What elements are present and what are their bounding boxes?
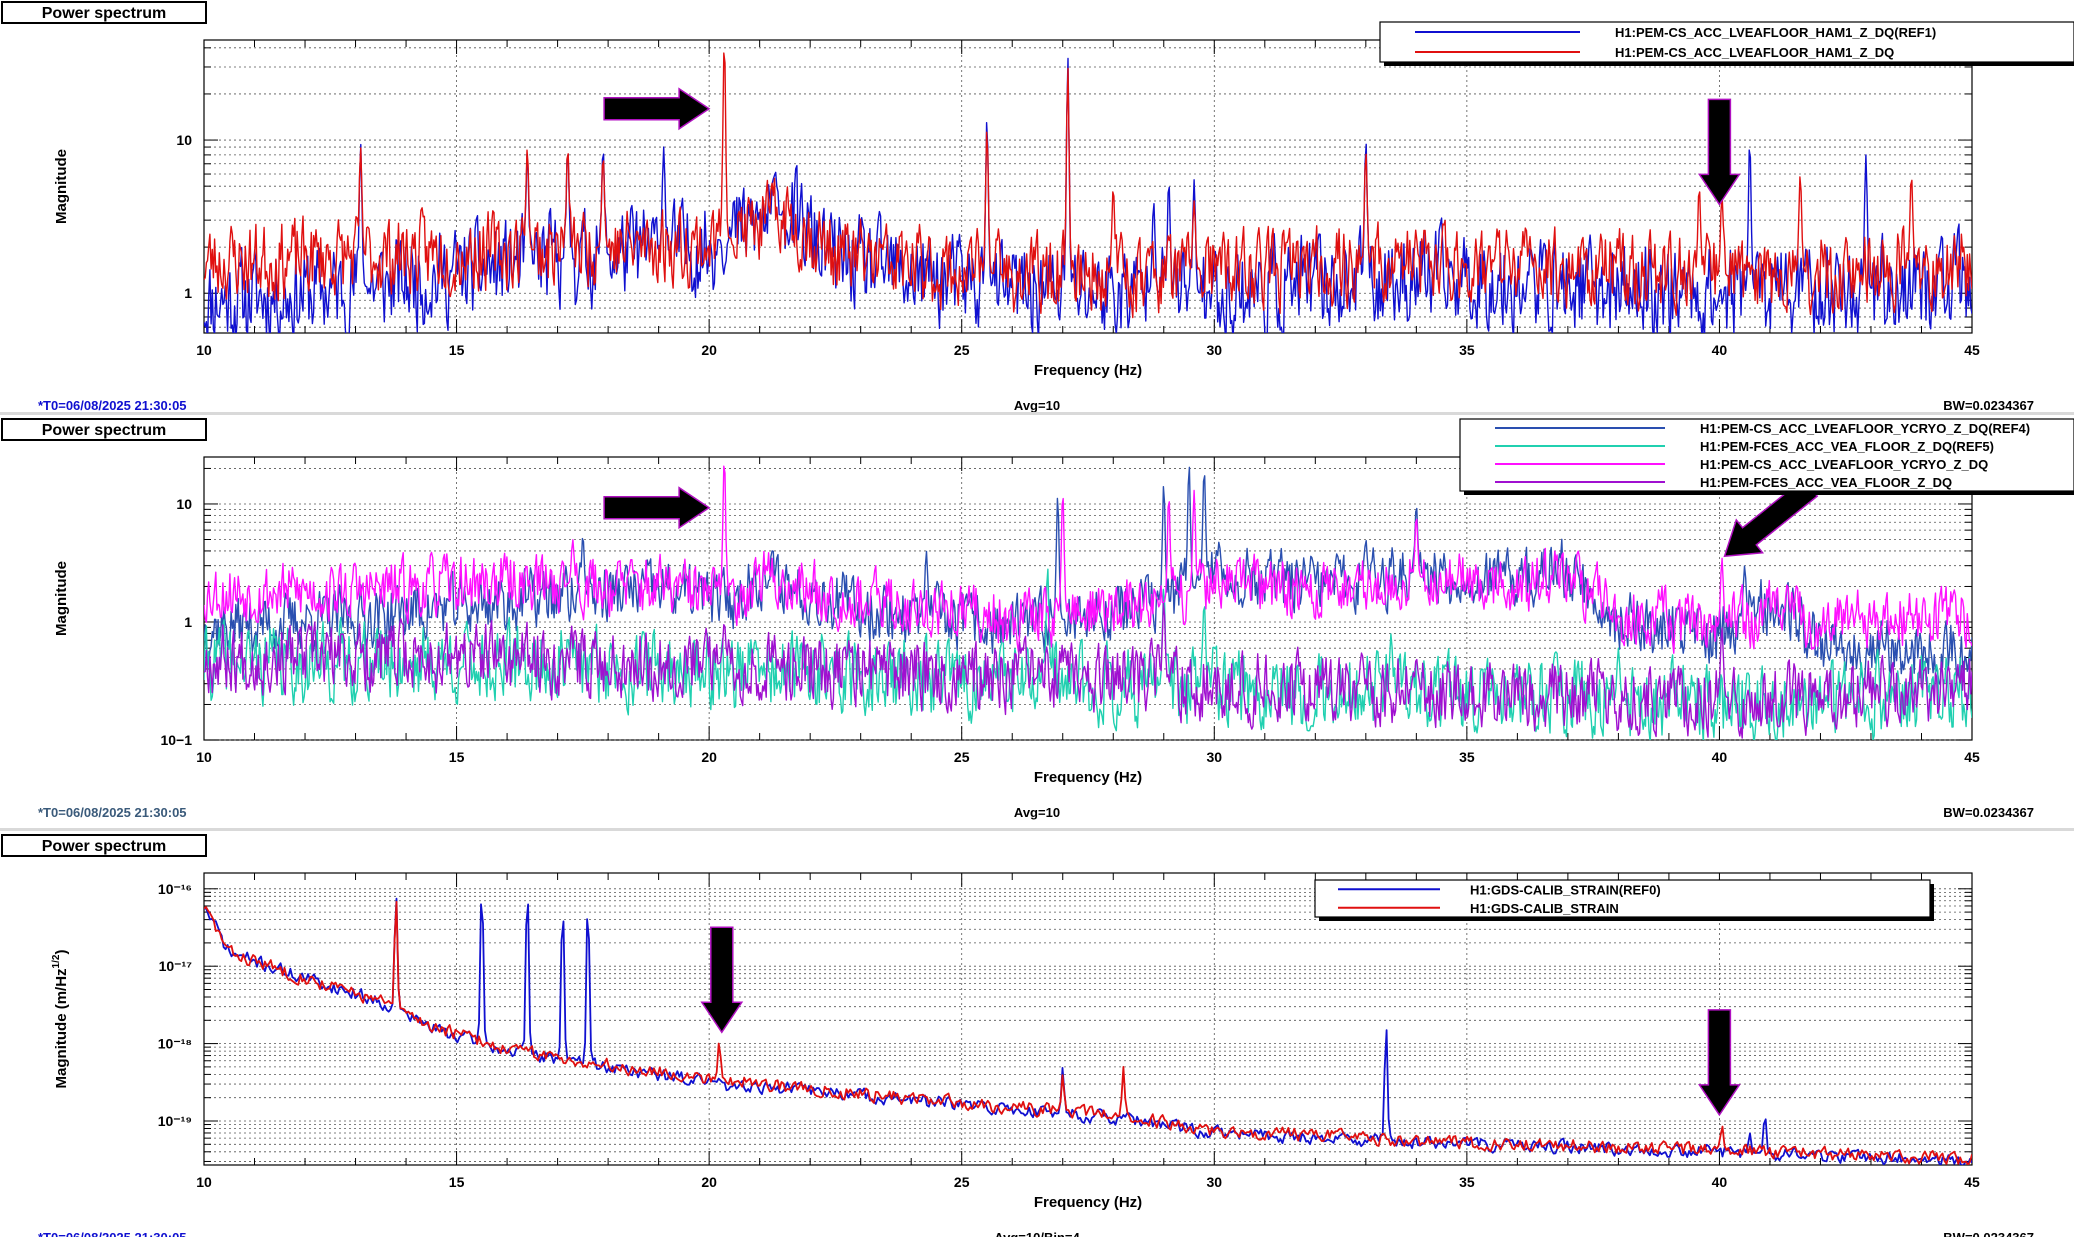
y-axis-label-main: Magnitude (m/Hz: [53, 968, 70, 1088]
x-axis-label: Frequency (Hz): [1034, 769, 1142, 786]
arrow-20hz: [603, 87, 711, 131]
footer-t0: *T0=06/08/2025 21:30:05: [38, 805, 187, 820]
x-tick-label: 10: [196, 1174, 212, 1190]
y-tick-label: 10: [176, 496, 192, 512]
legend-label: H1:PEM-CS_ACC_LVEAFLOOR_YCRYO_Z_DQ: [1700, 457, 1988, 472]
x-tick-label: 45: [1964, 1174, 1980, 1190]
x-tick-label: 15: [449, 342, 465, 358]
series-line-1: [204, 897, 1972, 1165]
x-tick-label: 30: [1206, 342, 1222, 358]
y-axis-label-tail: ): [53, 950, 70, 955]
x-tick-label: 20: [701, 1174, 717, 1190]
y-tick-label: 10⁻¹⁹: [158, 1113, 192, 1129]
spectrum-panel-3: Power spectrum 10 15 20 25 30 35 40 45 10⁻¹⁶ 10⁻¹⁷…: [0, 828, 2074, 1237]
x-tick-label: 20: [701, 749, 717, 765]
y-tick-label: 10⁻¹⁷: [159, 958, 193, 974]
y-tick-label: 1: [184, 285, 192, 301]
legend-label: H1:PEM-CS_ACC_LVEAFLOOR_HAM1_Z_DQ(REF1): [1615, 25, 1936, 40]
legend-label: H1:PEM-CS_ACC_LVEAFLOOR_YCRYO_Z_DQ(REF4): [1700, 421, 2030, 436]
x-tick-label: 45: [1964, 749, 1980, 765]
footer-avg: Avg=10: [1014, 805, 1060, 820]
y-axis-label-main: Magnitude: [53, 149, 70, 224]
y-axis-label-main: Magnitude: [53, 561, 70, 636]
x-tick-label: 25: [954, 1174, 970, 1190]
arrow-40hz: [1697, 98, 1741, 206]
x-tick-label: 40: [1712, 342, 1728, 358]
x-tick-label: 40: [1712, 749, 1728, 765]
x-axis-label: Frequency (Hz): [1034, 1194, 1142, 1211]
plot-area: [203, 872, 1973, 1166]
tab-label: Power spectrum: [42, 838, 166, 855]
arrow-40hz: [1697, 1009, 1741, 1117]
x-tick-label: 35: [1459, 342, 1475, 358]
y-axis-label-sup: 1/2: [51, 954, 62, 968]
y-tick-label: 10: [176, 132, 192, 148]
arrow-20hz: [700, 926, 744, 1034]
legend-label: H1:GDS-CALIB_STRAIN: [1470, 901, 1619, 916]
legend-label: H1:PEM-CS_ACC_LVEAFLOOR_HAM1_Z_DQ: [1615, 45, 1894, 60]
series-line-3: [204, 465, 1972, 654]
spectrum-panel-1: Power spectrum 10 15 20 25 30 35 40 45 1 10 Frequen…: [1, 1, 2074, 413]
panel-separator: [0, 828, 2074, 831]
footer-t0: *T0=06/08/2025 21:30:05: [38, 1230, 187, 1237]
series-line-2: [204, 900, 1972, 1165]
tab-label: Power spectrum: [42, 5, 166, 22]
arrow-20hz: [603, 486, 711, 530]
panel-tab: Power spectrum: [1, 1, 207, 24]
x-tick-label: 35: [1459, 1174, 1475, 1190]
footer-avg: Avg=10: [1014, 398, 1060, 413]
x-tick-label: 30: [1206, 749, 1222, 765]
x-tick-label: 10: [196, 749, 212, 765]
legend-box: [1314, 879, 1931, 918]
x-tick-label: 10: [196, 342, 212, 358]
y-axis-label: Magnitude: [53, 149, 70, 224]
series-group: [204, 897, 1972, 1165]
x-axis-label: Frequency (Hz): [1034, 362, 1142, 379]
series-line-4: [204, 602, 1972, 739]
legend: H1:PEM-CS_ACC_LVEAFLOOR_YCRYO_Z_DQ(REF4)…: [1459, 418, 2074, 495]
x-tick-label: 25: [954, 342, 970, 358]
footer-bw: BW=0.0234367: [1943, 1230, 2034, 1237]
x-tick-label: 25: [954, 749, 970, 765]
spectrum-panel-2: Power spectrum 10 15 20 25 30 35 40 45 10−1 1 10 Fre…: [0, 412, 2074, 820]
tab-frame: [1, 834, 207, 857]
footer-bw: BW=0.0234367: [1943, 805, 2034, 820]
legend-label: H1:PEM-FCES_ACC_VEA_FLOOR_Z_DQ: [1700, 475, 1952, 490]
series-group: [204, 52, 1972, 333]
y-tick-label: 10−1: [160, 732, 192, 748]
legend: H1:GDS-CALIB_STRAIN(REF0) H1:GDS-CALIB_ST…: [1314, 879, 1934, 921]
plot-area: [203, 456, 1973, 741]
legend-label: H1:PEM-FCES_ACC_VEA_FLOOR_Z_DQ(REF5): [1700, 439, 1994, 454]
y-tick-label: 10⁻¹⁶: [158, 881, 192, 897]
x-tick-label: 15: [449, 749, 465, 765]
footer-t0: *T0=06/08/2025 21:30:05: [38, 398, 187, 413]
legend-label: H1:GDS-CALIB_STRAIN(REF0): [1470, 882, 1661, 897]
x-tick-label: 15: [449, 1174, 465, 1190]
x-tick-label: 35: [1459, 749, 1475, 765]
tab-frame: [1, 1, 207, 24]
y-tick-label: 1: [184, 614, 192, 630]
y-axis-label: Magnitude (m/Hz1/2): [51, 950, 70, 1089]
x-gridlines: [203, 873, 1973, 1165]
x-tick-label: 45: [1964, 342, 1980, 358]
y-tick-label: 10⁻¹⁸: [158, 1036, 192, 1052]
panel-tab: Power spectrum: [1, 834, 207, 857]
series-group: [204, 465, 1972, 740]
x-tick-label: 30: [1206, 1174, 1222, 1190]
panel-tab: Power spectrum: [1, 418, 207, 441]
x-tick-label: 20: [701, 342, 717, 358]
legend-box: [1459, 418, 2074, 492]
panel-separator: [0, 412, 2074, 415]
y-axis-label: Magnitude: [53, 561, 70, 636]
y-gridlines: [204, 888, 1972, 1162]
series-line-2: [204, 52, 1972, 319]
legend: H1:PEM-CS_ACC_LVEAFLOOR_HAM1_Z_DQ(REF1) H…: [1379, 21, 2074, 66]
tab-frame: [1, 418, 207, 441]
footer-avg: Avg=10/Bin=4: [994, 1230, 1080, 1237]
footer-bw: BW=0.0234367: [1943, 398, 2034, 413]
legend-box: [1379, 21, 2074, 63]
x-tick-label: 40: [1712, 1174, 1728, 1190]
tab-label: Power spectrum: [42, 422, 166, 439]
